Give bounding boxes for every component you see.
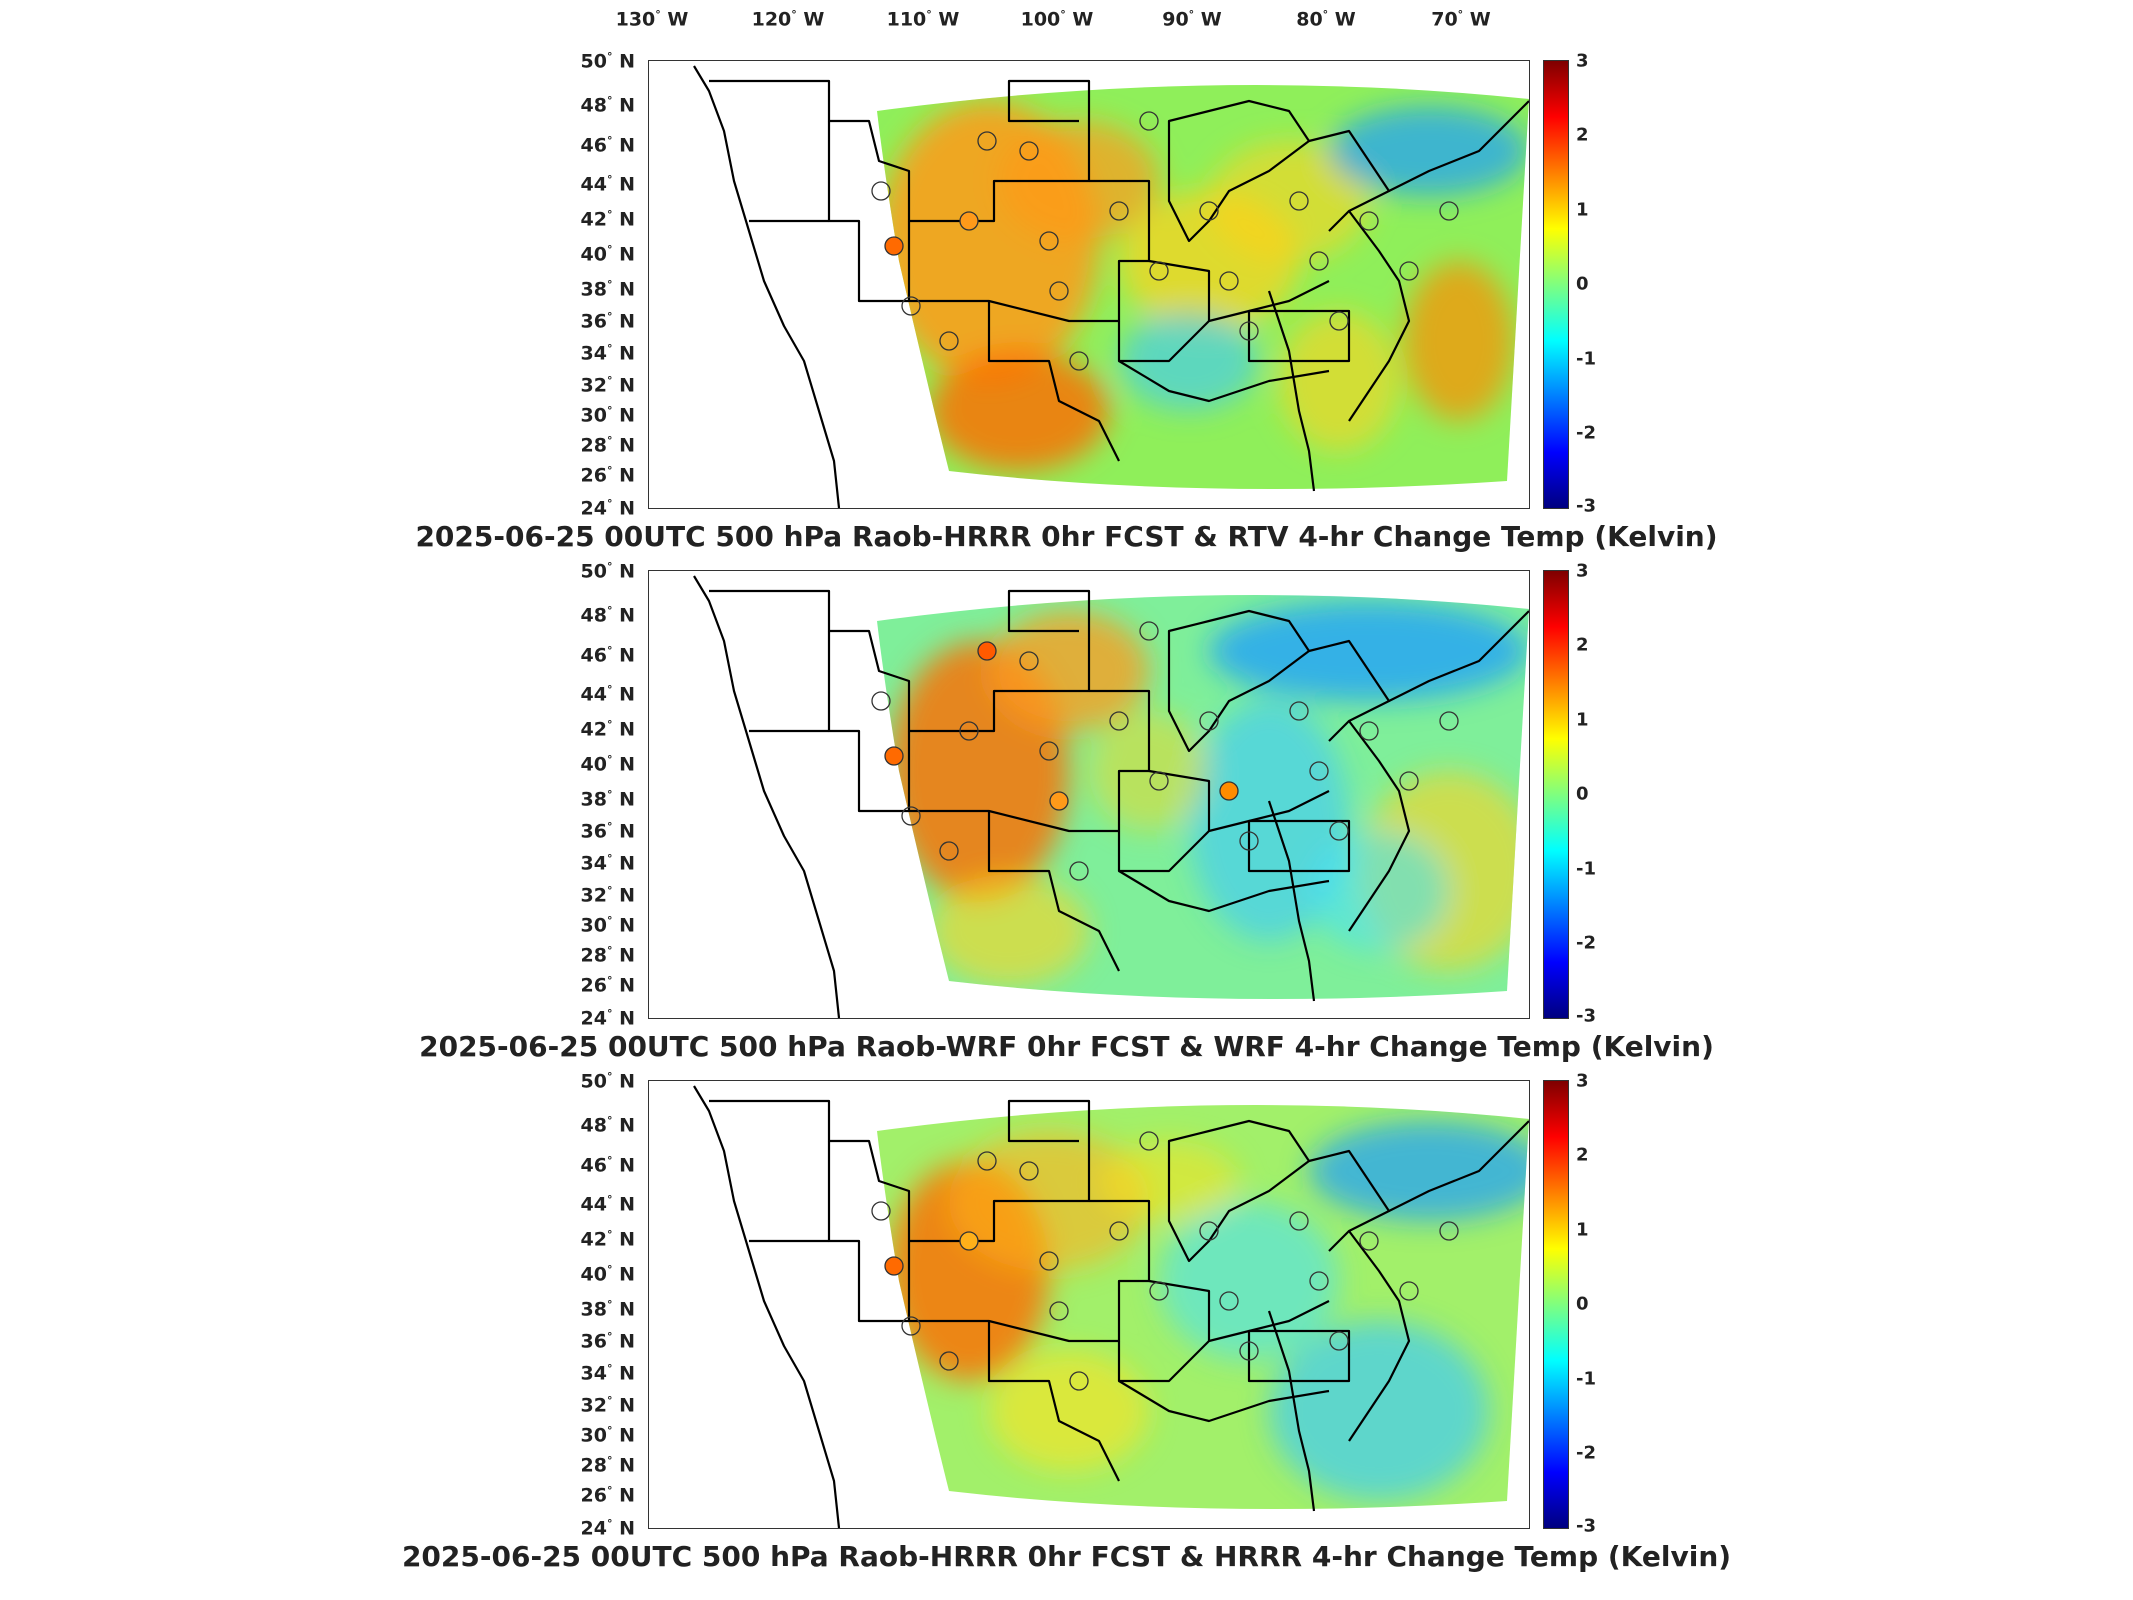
lat-label: 24° N — [580, 1517, 635, 1540]
lat-label: 34° N — [580, 342, 635, 365]
lat-label: 26° N — [580, 1484, 635, 1507]
lon-label-100: 100° W — [1020, 8, 1094, 31]
lat-label: 38° N — [580, 788, 635, 811]
temperature-map-svg — [693, 65, 1529, 508]
lat-label: 30° N — [580, 404, 635, 427]
lon-label-110: 110° W — [886, 8, 960, 31]
lat-label: 36° N — [580, 1330, 635, 1353]
lat-label: 34° N — [580, 1362, 635, 1385]
map-panel-rtv: 50° N 48° N 46° N 44° N 42° N 40° N 38° … — [0, 0, 2133, 560]
panel-caption: 2025-06-25 00UTC 500 hPa Raob-HRRR 0hr F… — [415, 520, 1718, 553]
lat-label: 50° N — [580, 50, 635, 73]
lat-label: 48° N — [580, 1114, 635, 1137]
temperature-map-svg — [693, 1085, 1529, 1528]
lat-label: 24° N — [580, 497, 635, 520]
lat-label: 36° N — [580, 310, 635, 333]
lat-label: 30° N — [580, 914, 635, 937]
temperature-map — [648, 1080, 1530, 1529]
lon-label-120: 120° W — [751, 8, 825, 31]
colorbar-tick: -2 — [1576, 1442, 1596, 1464]
panel-caption: 2025-06-25 00UTC 500 hPa Raob-HRRR 0hr F… — [401, 1540, 1732, 1573]
lon-label-130: 130° W — [615, 8, 689, 31]
colorbar-tick: 2 — [1576, 1144, 1589, 1166]
map-panel-wrf: 50° N 48° N 46° N 44° N 42° N 40° N 38° … — [0, 510, 2133, 1070]
colorbar-tick: -1 — [1576, 348, 1596, 370]
lat-label: 26° N — [580, 464, 635, 487]
lon-label-80: 80° W — [1296, 8, 1356, 31]
temperature-map-svg — [693, 575, 1529, 1018]
temperature-map — [648, 570, 1530, 1019]
lat-label: 28° N — [580, 434, 635, 457]
lat-label: 38° N — [580, 1298, 635, 1321]
lat-label: 32° N — [580, 1394, 635, 1417]
lat-label: 44° N — [580, 683, 635, 706]
longitude-axis: 130° W 120° W 110° W 100° W 90° W 80° W … — [0, 0, 2133, 50]
lat-label: 24° N — [580, 1007, 635, 1030]
lat-label: 32° N — [580, 884, 635, 907]
panel-caption: 2025-06-25 00UTC 500 hPa Raob-WRF 0hr FC… — [419, 1030, 1714, 1063]
lat-label: 40° N — [580, 1263, 635, 1286]
lon-label-70: 70° W — [1431, 8, 1491, 31]
lat-label: 42° N — [580, 718, 635, 741]
lat-label: 42° N — [580, 208, 635, 231]
colorbar-tick: 2 — [1576, 634, 1589, 656]
colorbar — [1543, 570, 1569, 1019]
map-panel-hrrr: 50° N 48° N 46° N 44° N 42° N 40° N 38° … — [0, 1020, 2133, 1600]
lat-label: 46° N — [580, 134, 635, 157]
lat-label: 38° N — [580, 278, 635, 301]
colorbar-tick: 0 — [1576, 273, 1589, 295]
lat-label: 46° N — [580, 644, 635, 667]
lat-label: 34° N — [580, 852, 635, 875]
lat-label: 30° N — [580, 1424, 635, 1447]
lat-label: 40° N — [580, 243, 635, 266]
colorbar-tick: 2 — [1576, 124, 1589, 146]
colorbar-tick: -1 — [1576, 1368, 1596, 1390]
lon-label-90: 90° W — [1162, 8, 1222, 31]
colorbar-tick: -3 — [1576, 1005, 1596, 1027]
lat-label: 42° N — [580, 1228, 635, 1251]
colorbar-tick: 3 — [1576, 1070, 1589, 1092]
lat-label: 28° N — [580, 1454, 635, 1477]
temperature-map — [648, 60, 1530, 509]
lat-label: 50° N — [580, 1070, 635, 1093]
lat-label: 44° N — [580, 1193, 635, 1216]
colorbar-tick: -1 — [1576, 858, 1596, 880]
colorbar-tick: -2 — [1576, 932, 1596, 954]
colorbar-tick: -2 — [1576, 422, 1596, 444]
lat-label: 46° N — [580, 1154, 635, 1177]
lat-label: 50° N — [580, 560, 635, 583]
lat-label: 40° N — [580, 753, 635, 776]
colorbar-tick: -3 — [1576, 495, 1596, 517]
lat-label: 26° N — [580, 974, 635, 997]
lat-label: 48° N — [580, 94, 635, 117]
lat-label: 28° N — [580, 944, 635, 967]
colorbar-tick: -3 — [1576, 1515, 1596, 1537]
colorbar — [1543, 60, 1569, 509]
lat-label: 32° N — [580, 374, 635, 397]
colorbar-tick: 1 — [1576, 1219, 1589, 1241]
colorbar-tick: 3 — [1576, 50, 1589, 72]
colorbar-tick: 0 — [1576, 1293, 1589, 1315]
lat-label: 44° N — [580, 173, 635, 196]
colorbar-tick: 1 — [1576, 709, 1589, 731]
colorbar-tick: 3 — [1576, 560, 1589, 582]
lat-label: 48° N — [580, 604, 635, 627]
colorbar-tick: 1 — [1576, 199, 1589, 221]
lat-label: 36° N — [580, 820, 635, 843]
colorbar — [1543, 1080, 1569, 1529]
colorbar-tick: 0 — [1576, 783, 1589, 805]
